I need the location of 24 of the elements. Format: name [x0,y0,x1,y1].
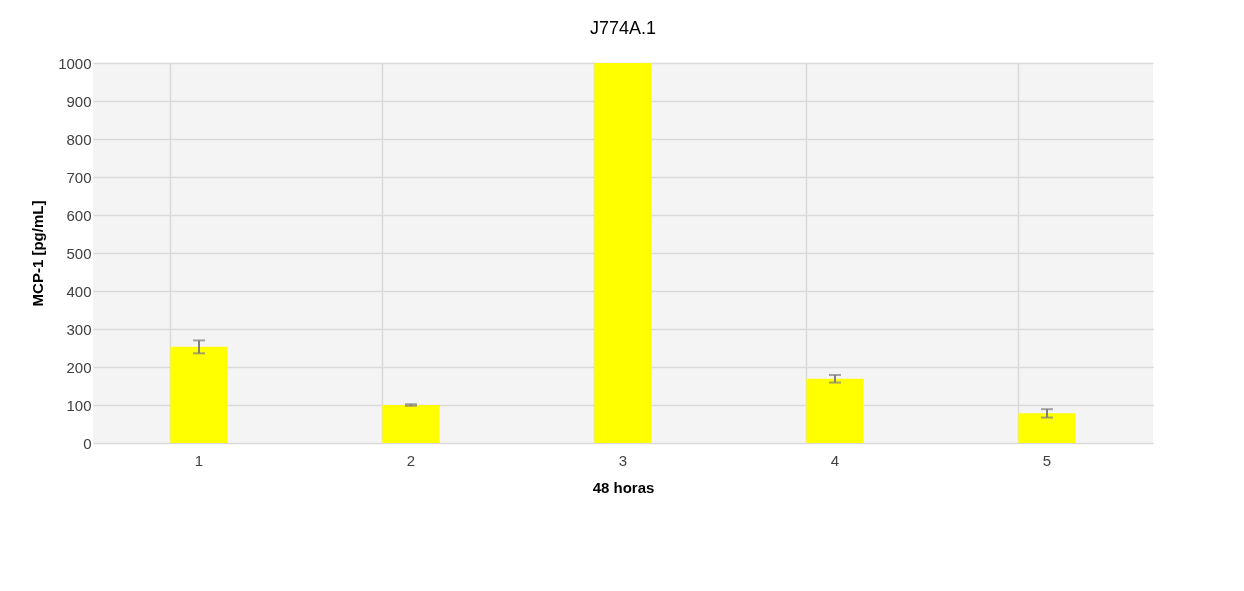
y-tick-label: 300 [66,320,92,338]
y-tick-label: 100 [66,396,92,414]
y-tick-label: 800 [66,130,92,148]
x-tick-label: 4 [830,451,840,469]
bar [806,378,864,443]
bar [1018,413,1076,443]
y-axis-title: MCP-1 [pg/mL] [29,200,47,307]
y-tick-label: 0 [83,434,92,452]
y-tick-label: 400 [66,282,92,300]
x-axis-title: 48 horas [592,478,655,496]
bar [170,346,228,443]
x-tick-label: 2 [406,451,416,469]
chart-title: J774A.1 [589,18,657,38]
y-tick-label: 700 [66,168,92,186]
bar [382,405,440,443]
x-tick-label: 5 [1042,451,1052,469]
y-tick-label: 600 [66,206,92,224]
bar [594,63,652,443]
y-tick-label: 1000 [58,54,92,72]
x-tick-label: 1 [194,451,204,469]
x-tick-label: 3 [618,451,628,469]
y-tick-label: 900 [66,92,92,110]
y-tick-label: 200 [66,358,92,376]
y-tick-label: 500 [66,244,92,262]
